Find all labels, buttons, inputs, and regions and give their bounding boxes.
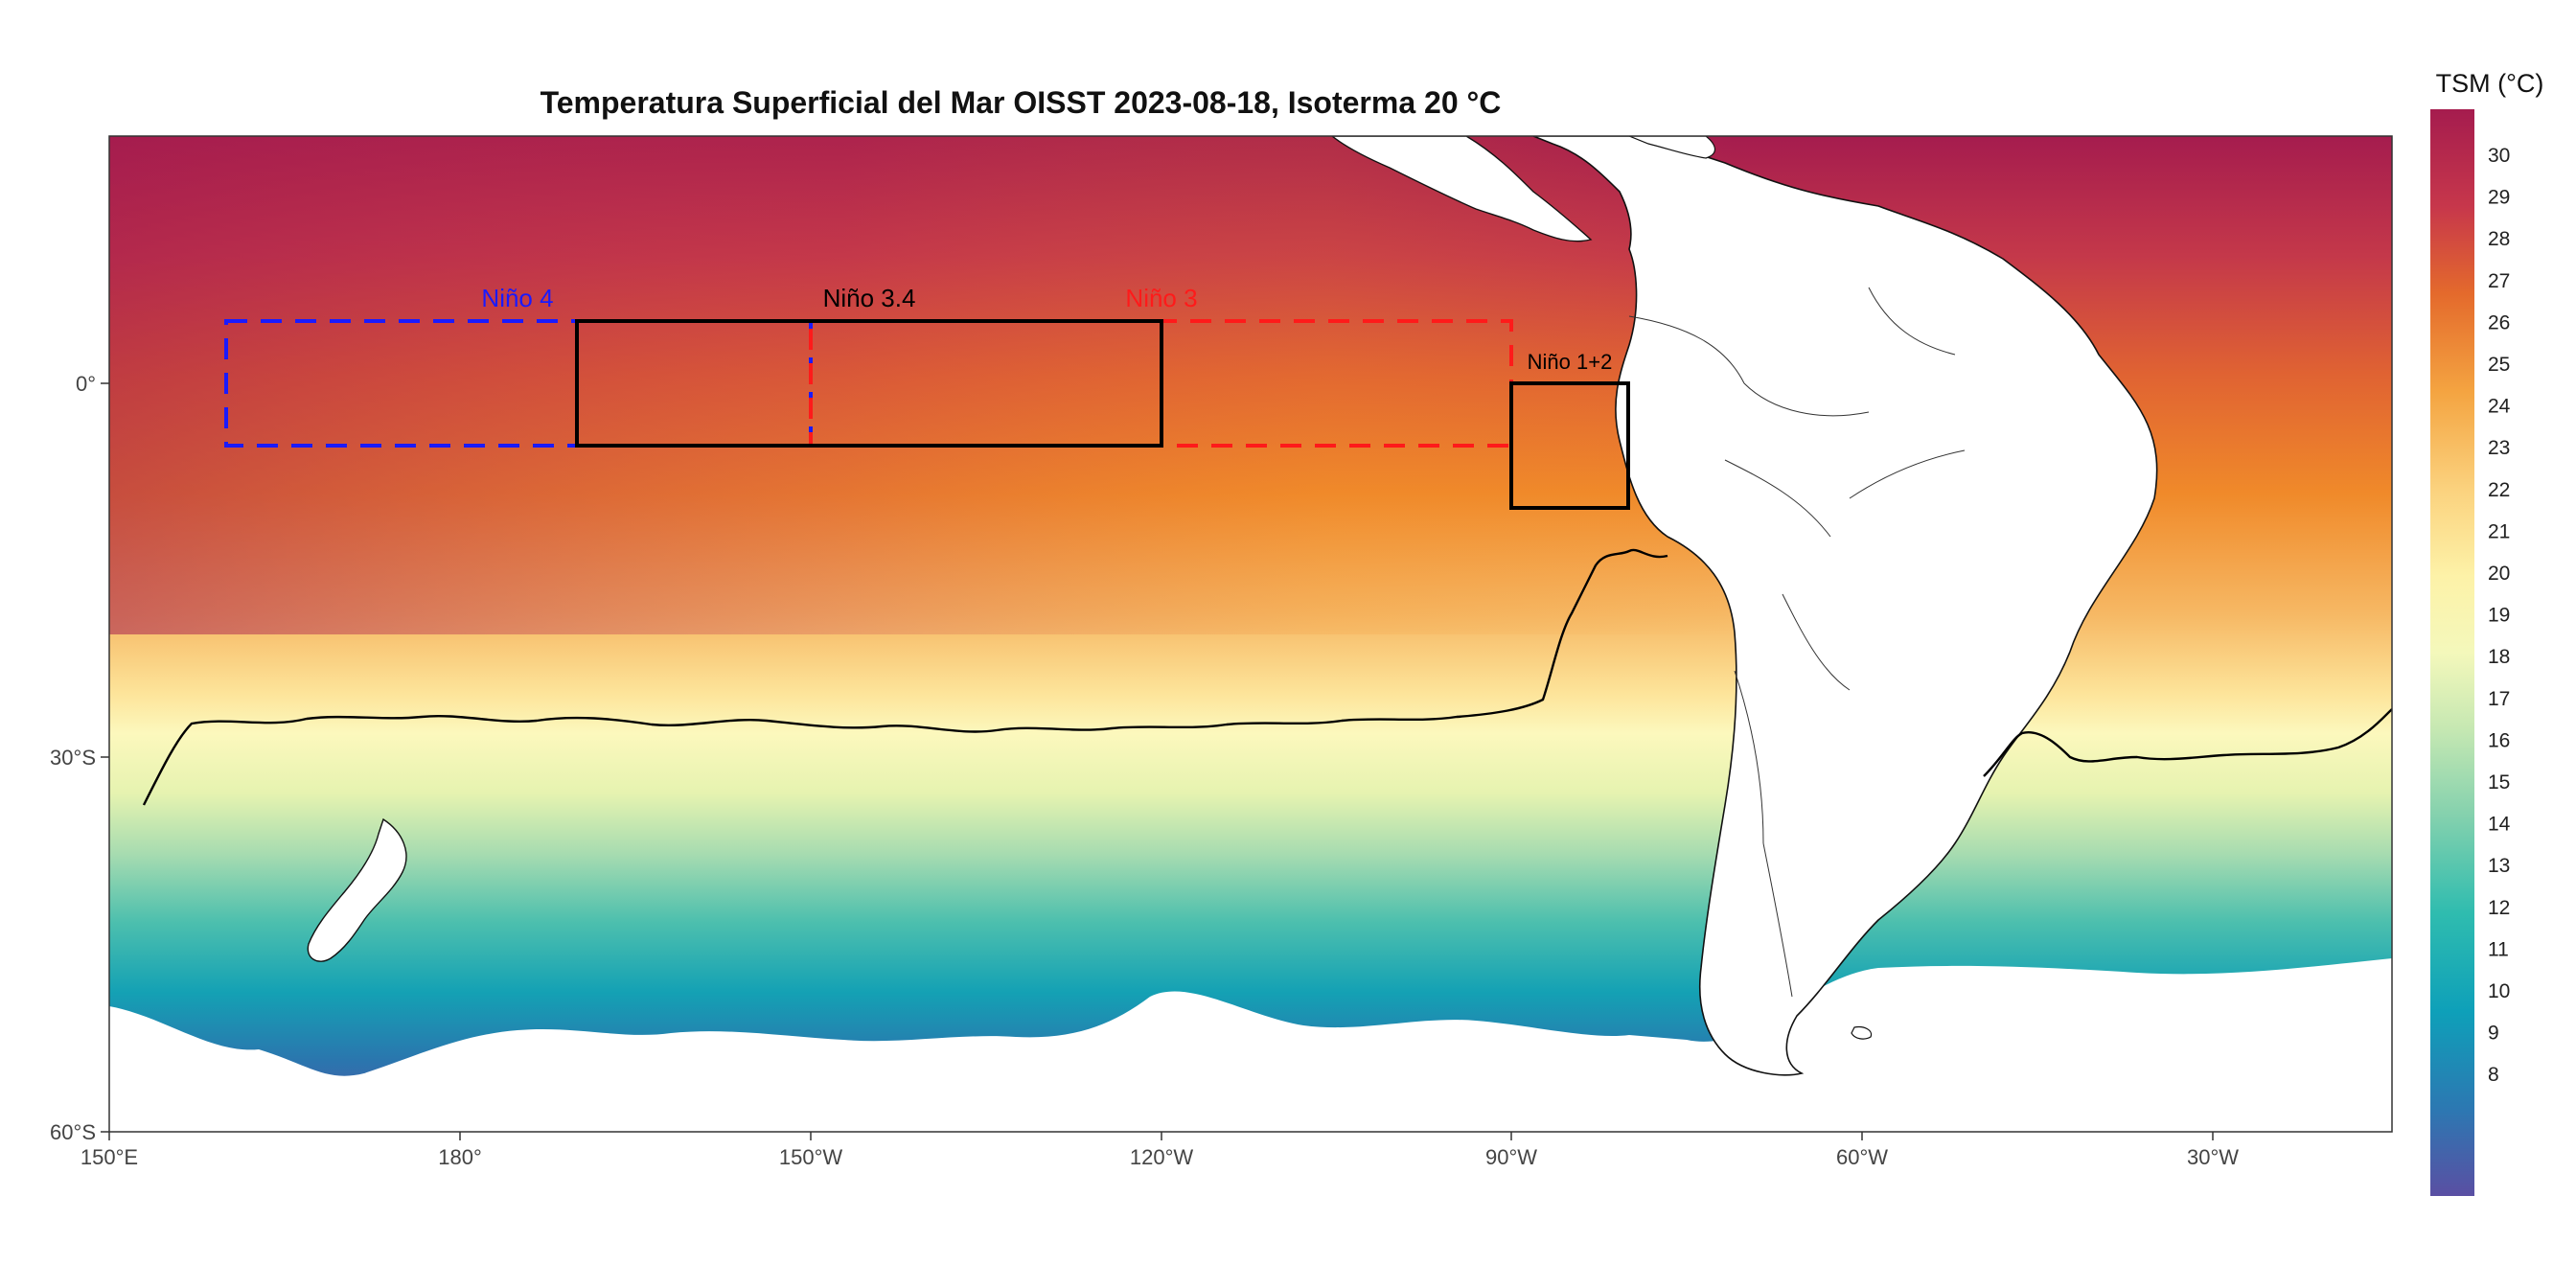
legend-tick-label: 30 (2488, 145, 2510, 167)
x-tick-label: 180° (438, 1145, 482, 1169)
y-tick-label: 0° (76, 372, 96, 396)
map-title: Temperatura Superficial del Mar OISST 20… (540, 85, 1502, 120)
legend-tick-label: 14 (2488, 814, 2511, 836)
legend-tick-label: 8 (2488, 1064, 2499, 1086)
south-america-landmass (1532, 136, 2158, 1076)
nino-1-2-box (1509, 381, 1630, 510)
legend-tick-label: 21 (2488, 520, 2510, 542)
legend-tick-label: 26 (2488, 311, 2510, 334)
warm-pool-shading (109, 136, 1738, 634)
x-tick-label: 30°W (2187, 1145, 2239, 1169)
nino-4-label: Niño 4 (481, 284, 553, 312)
central-america-landmass (1330, 136, 1593, 242)
legend-tick-label: 15 (2488, 771, 2510, 794)
legend-tick-label: 22 (2488, 479, 2510, 501)
legend-tick-label: 12 (2488, 897, 2510, 919)
isotherm-20c-line (142, 548, 2392, 806)
legend-tick-label: 19 (2488, 605, 2510, 627)
nino-3-4-box (575, 319, 1163, 448)
nino-3-label: Niño 3 (1125, 284, 1197, 312)
map-panel (109, 136, 2392, 1132)
legend-tick-label: 24 (2488, 396, 2511, 418)
legend-tick-label: 11 (2488, 938, 2509, 960)
x-axis (108, 1132, 2214, 1140)
legend-tick-label: 23 (2488, 437, 2510, 459)
legend-tick-label: 9 (2488, 1023, 2499, 1045)
color-legend: TSM (°C) 30 29 28 27 26 25 24 23 22 21 20 19 18 17 16 1… (2430, 69, 2543, 1196)
new-zealand-landmass (307, 817, 407, 962)
legend-tick-label: 28 (2488, 228, 2510, 250)
map-panel-frame (108, 135, 2393, 1133)
legend-tick-label: 16 (2488, 729, 2510, 751)
x-tick-label: 150°E (80, 1145, 138, 1169)
southern-nodata-area (109, 958, 2392, 1132)
legend-tick-label: 17 (2488, 688, 2510, 710)
y-tick-label: 60°S (50, 1120, 96, 1144)
x-tick-label: 120°W (1130, 1145, 1194, 1169)
falkland-islands (1851, 1025, 1873, 1040)
legend-tick-label: 25 (2488, 354, 2510, 376)
x-tick-label: 150°W (779, 1145, 843, 1169)
legend-colorbar (2430, 109, 2474, 1196)
legend-tick-label: 29 (2488, 187, 2510, 209)
country-borders (1628, 287, 1966, 998)
nino-3-4-label: Niño 3.4 (823, 284, 916, 312)
y-tick-label: 30°S (50, 746, 96, 770)
x-tick-label: 90°W (1485, 1145, 1537, 1169)
legend-tick-label: 27 (2488, 270, 2510, 292)
legend-tick-label: 13 (2488, 855, 2510, 877)
nino-1-2-label: Niño 1+2 (1528, 350, 1613, 374)
legend-ticks: 30 29 28 27 26 25 24 23 22 21 20 19 18 17 16 15 14 13 12 11… (2474, 145, 2511, 1086)
legend-tick-label: 18 (2488, 646, 2510, 668)
legend-tick-label: 10 (2488, 980, 2510, 1002)
legend-tick-label: 20 (2488, 563, 2510, 585)
y-axis (101, 382, 109, 1133)
caribbean-islands (1628, 136, 1715, 159)
nino-4-box (224, 319, 813, 448)
legend-title: TSM (°C) (2436, 69, 2544, 98)
x-tick-label: 60°W (1836, 1145, 1888, 1169)
